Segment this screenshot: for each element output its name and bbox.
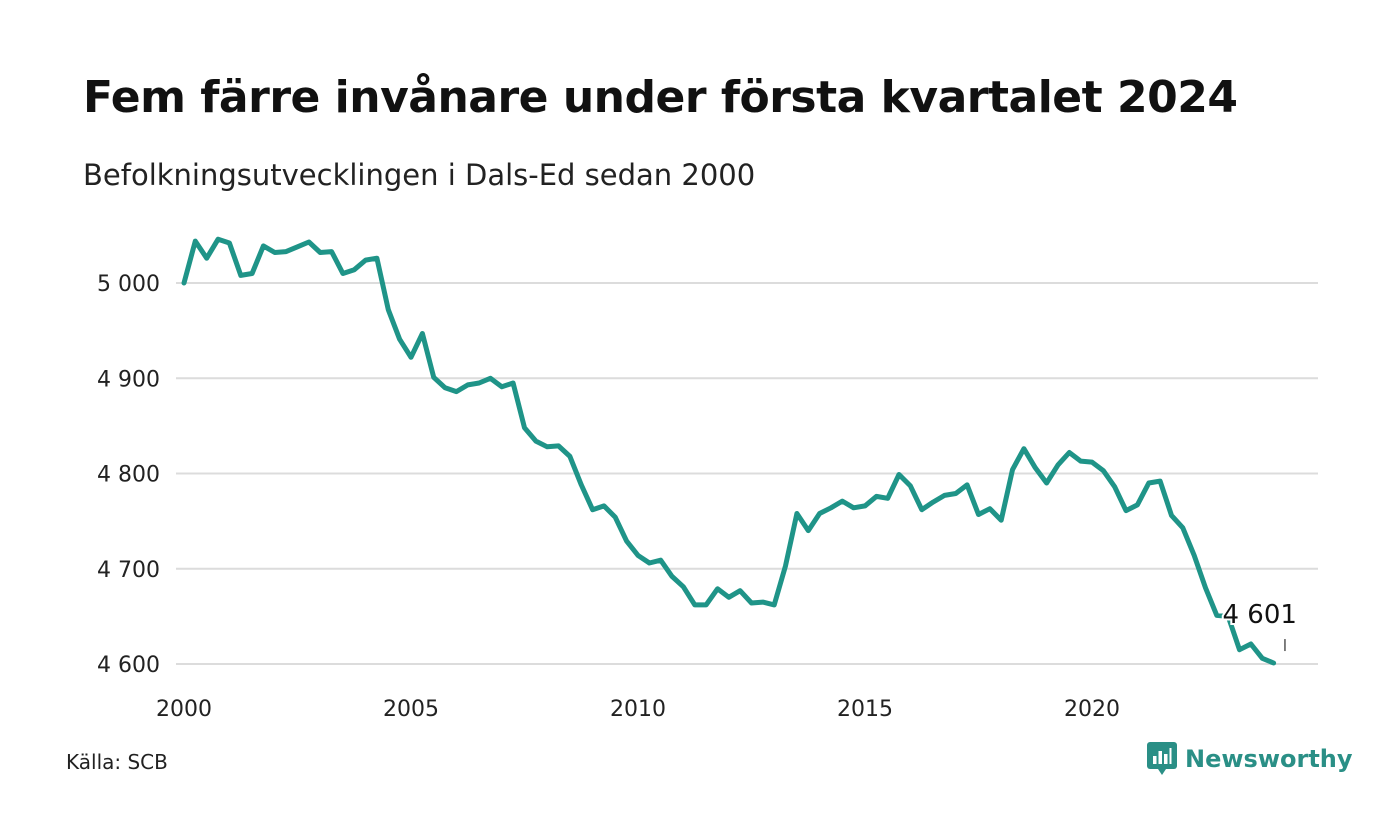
y-axis-tick-labels: 4 600 4 700 4 800 4 900 5 000: [97, 272, 160, 678]
last-value-annotation: 4 601: [1221, 598, 1299, 652]
chart-title: Fem färre invånare under första kvartale…: [83, 72, 1238, 123]
source-note: Källa: SCB: [66, 750, 168, 774]
newsworthy-logo-icon: [1147, 742, 1177, 775]
grid-lines: [176, 282, 1318, 665]
newsworthy-brand[interactable]: Newsworthy: [1147, 742, 1353, 776]
x-tick-label: 2005: [383, 697, 439, 722]
y-tick-label: 5 000: [97, 272, 160, 297]
annotation-label: 4 601: [1223, 600, 1297, 630]
x-axis-tick-labels: 2000 2005 2010 2015 2020: [156, 697, 1120, 722]
population-series-line: [181, 236, 1277, 666]
y-tick-label: 4 700: [97, 558, 160, 583]
x-tick-label: 2010: [610, 697, 666, 722]
y-tick-label: 4 600: [97, 653, 160, 678]
newsworthy-brand-name: Newsworthy: [1185, 745, 1353, 773]
x-tick-label: 2020: [1064, 697, 1120, 722]
y-tick-label: 4 800: [97, 463, 160, 488]
x-tick-label: 2000: [156, 697, 212, 722]
y-tick-label: 4 900: [97, 367, 160, 392]
chart-subtitle: Befolkningsutvecklingen i Dals-Ed sedan …: [83, 158, 756, 192]
x-tick-label: 2015: [837, 697, 893, 722]
